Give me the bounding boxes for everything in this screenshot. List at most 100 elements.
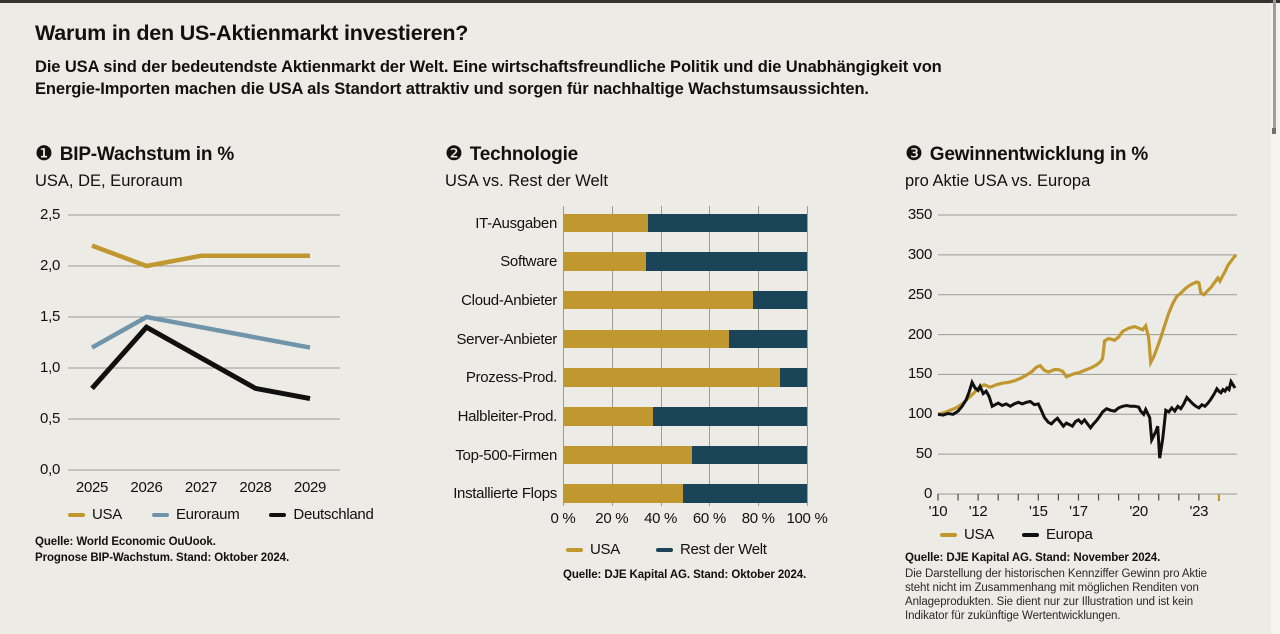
c2-bar-rest-5: [653, 407, 807, 426]
chart3-plot: [937, 214, 1238, 501]
chart1-legend: USA Euroraum Deutschland: [68, 506, 374, 523]
chart2-legend: USA Rest der Welt: [566, 541, 767, 558]
c2-cat-2: Cloud-Anbieter: [461, 291, 557, 309]
c1-ytick-3: 1,0: [40, 359, 60, 376]
c2-cat-6: Top-500-Firmen: [455, 446, 557, 464]
c2-cat-5: Halbleiter-Prod.: [457, 408, 558, 425]
chart1-title: BIP-Wachstum in %: [59, 144, 235, 165]
chart1-legend-swatch-0: [68, 512, 85, 517]
chart2-plot: [563, 205, 808, 507]
c2-bar-rest-0: [648, 213, 807, 232]
c2-cat-4: Prozess-Prod.: [465, 369, 557, 387]
c2-gridline-3: [709, 206, 711, 506]
chart1-heading: ❶ BIP-Wachstum in %: [35, 141, 234, 166]
scrollbar-track-line[interactable]: [1273, 0, 1276, 128]
chart3-source-bold: Quelle: DJE Kapital AG. Stand: November …: [905, 552, 1161, 564]
c3-ytick-4: 150: [907, 365, 932, 383]
chart1-legend-item-0: USA: [68, 506, 122, 523]
c2-bar-usa-6: [563, 445, 693, 465]
c2-bar-usa-1: [563, 252, 646, 271]
c1-ytick-4: 0,5: [40, 410, 60, 427]
page-right-margin: [1271, 3, 1280, 634]
c3-xtick-4: '20: [1129, 503, 1148, 520]
chart2-number-icon: ❷: [445, 143, 463, 165]
chart1-legend-swatch-1: [151, 512, 169, 517]
c2-bar-rest-3: [728, 329, 807, 349]
chart3-legend-item-0: USA: [940, 526, 994, 543]
c3-xtick-0: '10: [928, 503, 948, 520]
c2-bar-rest-2: [753, 290, 807, 310]
c3-ytick-3: 200: [907, 325, 932, 343]
c2-xtick-5: 100 %: [786, 510, 828, 527]
chart2-legend-item-1: Rest der Welt: [655, 541, 767, 558]
c2-bar-usa-2: [563, 290, 754, 310]
source-line-0: Quelle: DJE Kapital AG. Stand: Oktober 2…: [563, 569, 807, 581]
c2-bar-usa-7: [563, 484, 683, 503]
c2-xtick-3: 60 %: [692, 510, 726, 527]
scrollbar-thumb-end[interactable]: [1272, 128, 1276, 134]
c2-xtick-4: 80 %: [741, 510, 775, 527]
c3-ytick-2: 250: [907, 285, 932, 303]
c2-xtick-0: 0 %: [550, 510, 576, 527]
chart2-legend-swatch-1: [655, 547, 673, 552]
c3-xtick-5: '23: [1189, 503, 1209, 520]
c2-gridline-2: [660, 206, 662, 506]
page-subtitle-line1: Die USA sind der bedeutendste Aktienmark…: [35, 58, 942, 76]
chart3-legend-swatch-1: [1021, 532, 1039, 537]
c3-ytick-5: 100: [907, 405, 932, 423]
c2-bar-usa-5: [563, 407, 654, 426]
source-line-1: Prognose BIP-Wachstum. Stand: Oktober 20…: [35, 551, 290, 564]
chart2-heading: ❷ Technologie: [445, 141, 578, 166]
chart2-subtitle: USA vs. Rest der Welt: [445, 172, 608, 190]
chart3-source: Quelle: DJE Kapital AG. Stand: November …: [905, 551, 1207, 623]
c2-cat-3: Server-Anbieter: [456, 330, 557, 348]
c1-xtick-0: 2025: [75, 479, 109, 496]
chart1-number-icon: ❶: [35, 143, 53, 165]
chart1-legend-label-1: Euroraum: [175, 506, 240, 523]
c2-cat-0: IT-Ausgaben: [475, 214, 557, 232]
chart2-source: Quelle: DJE Kapital AG. Stand: Oktober 2…: [563, 568, 806, 584]
chart3-title: Gewinnentwicklung in %: [929, 144, 1149, 165]
chart3-legend-label-0: USA: [964, 526, 994, 543]
c2-bar-rest-4: [780, 368, 807, 387]
c1-xtick-2: 2027: [184, 479, 218, 496]
c2-gridline-1: [611, 206, 613, 506]
chart1-legend-label-2: Deutschland: [293, 506, 374, 523]
c1-xtick-4: 2029: [293, 479, 327, 496]
chart1-legend-item-2: Deutschland: [269, 506, 374, 523]
chart3-heading: ❸ Gewinnentwicklung in %: [905, 141, 1148, 166]
chart3-number-icon: ❸: [905, 143, 923, 165]
page-subtitle-line2: Energie-Importen machen die USA als Stan…: [35, 80, 869, 98]
c2-bar-rest-6: [692, 445, 807, 465]
c3-ytick-0: 350: [907, 206, 932, 223]
c3-ytick-1: 300: [907, 245, 932, 263]
c1-xtick-3: 2028: [239, 479, 272, 496]
c1-ytick-0: 2,5: [40, 206, 60, 223]
c2-bar-rest-7: [682, 484, 807, 503]
source-line-0: Die Darstellung der historischen Kennzif…: [905, 567, 1207, 580]
c2-xtick-1: 20 %: [595, 510, 629, 527]
c3-xtick-1: '12: [968, 503, 988, 520]
chart3-legend: USA Europa: [940, 526, 1093, 543]
c2-gridline-5: [807, 206, 808, 506]
c1-ytick-1: 2,0: [40, 257, 60, 274]
chart3-subtitle: pro Aktie USA vs. Europa: [905, 172, 1091, 190]
chart1-legend-item-1: Euroraum: [151, 506, 240, 523]
c3-xtick-3: '17: [1069, 503, 1088, 520]
c2-cat-1: Software: [500, 253, 557, 271]
c2-bar-usa-4: [563, 368, 781, 387]
c3-xtick-2: '15: [1029, 503, 1048, 520]
chart1-legend-label-0: USA: [92, 506, 122, 523]
window-top-edge: [0, 0, 1280, 3]
chart1-plot: [68, 214, 340, 471]
page-title: Warum in den US-Aktienmarkt investieren?: [35, 21, 469, 45]
source-line-3: Indikator für zukünftige Wertentwicklung…: [905, 609, 1121, 622]
c1-ytick-2: 1,5: [40, 308, 60, 325]
c1-xtick-1: 2026: [130, 479, 163, 496]
c1-ytick-5: 0,0: [40, 461, 60, 478]
c2-cat-7: Installierte Flops: [453, 485, 557, 503]
chart2-title: Technologie: [469, 144, 579, 165]
chart1-subtitle: USA, DE, Euroraum: [35, 172, 183, 190]
c2-gridline-0: [563, 206, 564, 506]
chart3-legend-item-1: Europa: [1021, 526, 1093, 543]
